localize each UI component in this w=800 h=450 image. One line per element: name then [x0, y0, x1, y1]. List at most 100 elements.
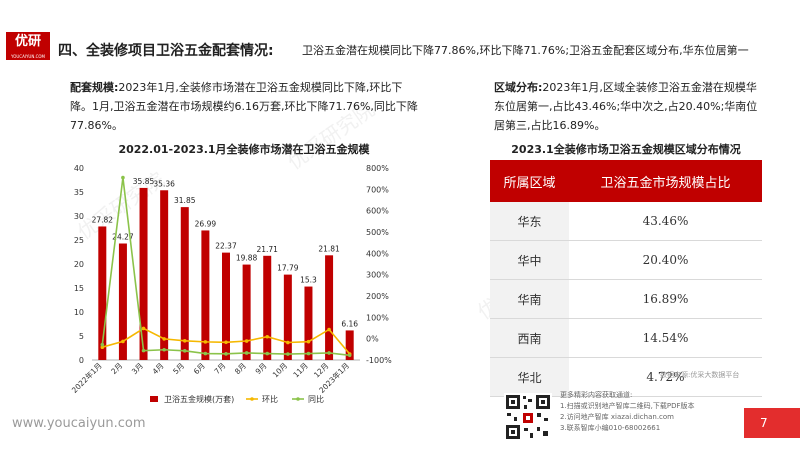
brand-logo: 优研 YOUCAIYUN.COM: [6, 32, 50, 60]
y-right-tick-label: 100%: [366, 313, 389, 322]
region-text: 2023年1月,区域全装修卫浴五金潜在规模华东位居第一,占比43.46%;华中次…: [494, 81, 758, 132]
bar-data-label: 27.82: [92, 215, 114, 224]
y-left-tick-label: 0: [79, 356, 84, 365]
section-title: 四、全装修项目卫浴五金配套情况:: [58, 43, 274, 59]
bar-data-label: 31.85: [174, 196, 196, 205]
bar: [201, 230, 210, 360]
bar-data-label: 35.85: [133, 177, 155, 186]
y-right-tick-label: 0%: [366, 335, 379, 344]
y-left-tick-label: 5: [79, 332, 84, 341]
y-right-tick-label: 400%: [366, 249, 389, 258]
series-point: [203, 340, 208, 344]
y-left-tick-label: 25: [74, 236, 84, 245]
info-title: 更多精彩内容获取通道:: [560, 391, 633, 399]
legend-label: 同比: [308, 394, 324, 404]
region-paragraph: 区域分布:2023年1月,区域全装修卫浴五金潜在规模华东位居第一,占比43.46…: [494, 78, 766, 135]
series-point: [244, 339, 249, 343]
series-point: [121, 175, 125, 180]
qr-code-icon: [504, 393, 552, 441]
series-point: [306, 351, 311, 356]
y-left-tick-label: 30: [74, 212, 84, 221]
y-right-tick-label: 500%: [366, 228, 389, 237]
bar: [345, 330, 354, 360]
bar-data-label: 21.71: [256, 245, 278, 254]
legend-marker: [296, 397, 300, 401]
series-point: [224, 352, 228, 356]
table-row: 西南 14.54%: [490, 318, 762, 358]
legend-label: 卫浴五金规模(万套): [164, 394, 234, 404]
y-left-tick-label: 40: [74, 164, 84, 173]
row-share: 4.72%: [568, 357, 762, 397]
bar: [242, 264, 251, 360]
row-region: 西南: [490, 318, 569, 358]
series-point: [306, 339, 311, 344]
y-left-tick-label: 35: [74, 188, 84, 197]
scale-text: 2023年1月,全装修市场潜在卫浴五金规模同比下降,环比下降。1月,卫浴五金潜在…: [70, 81, 418, 132]
series-point: [286, 352, 290, 356]
info-line-3: 3.联系智库小编010-68002661: [560, 424, 661, 432]
series-point: [182, 339, 187, 343]
bar: [283, 274, 292, 360]
logo-text: 优研: [14, 34, 41, 49]
series-point: [121, 339, 125, 344]
row-share: 43.46%: [568, 202, 762, 241]
bar: [180, 207, 189, 360]
table-row: 华中 20.40%: [490, 240, 762, 280]
region-label: 区域分布:: [494, 81, 543, 94]
series-point: [162, 337, 166, 341]
series-point: [286, 340, 290, 345]
chart-title: 2022.01-2023.1月全装修市场潜在卫浴五金规模: [118, 143, 370, 156]
legend-marker: [250, 397, 254, 401]
bar-data-label: 17.79: [277, 264, 299, 273]
series-point: [224, 340, 228, 345]
table-row: 华南 16.89%: [490, 279, 762, 319]
bar: [304, 286, 313, 360]
data-source: 数据来源:优采大数据平台: [660, 371, 740, 379]
x-tick-label: 6月: [192, 361, 207, 376]
x-tick-label: 5月: [171, 361, 186, 376]
x-tick-label: 7月: [212, 361, 227, 376]
row-region: 华南: [490, 279, 569, 319]
bar-data-label: 6.16: [341, 319, 358, 328]
section-description: 卫浴五金潜在规模同比下降77.86%,环比下降71.76%;卫浴五金配套区域分布…: [302, 44, 749, 57]
series-point: [182, 349, 187, 353]
x-tick-label: 8月: [233, 361, 248, 376]
table-row: 华北 4.72%: [490, 357, 762, 397]
bar: [325, 255, 334, 360]
x-tick-label: 2022年1月: [69, 360, 104, 395]
row-region: 华东: [490, 202, 569, 241]
series-point: [141, 348, 146, 353]
footer-info: 更多精彩内容获取通道: 1.扫描或识别地产智库二维码,下载PDF版本 2.访问地…: [560, 390, 695, 434]
bar-data-label: 15.3: [300, 276, 317, 285]
legend-label: 环比: [262, 394, 278, 404]
bar: [139, 187, 148, 360]
y-right-tick-label: -100%: [366, 356, 392, 365]
header-share: 卫浴五金市场规模占比: [568, 160, 762, 202]
series-point: [203, 351, 208, 356]
series-point: [100, 345, 105, 349]
series-point: [162, 347, 166, 352]
page-number: 7: [744, 408, 800, 438]
bar-data-label: 24.27: [112, 233, 134, 242]
x-tick-label: 3月: [130, 361, 145, 376]
region-share-table: 所属区域 卫浴五金市场规模占比 华东 43.46% 华中 20.40% 华南 1…: [490, 160, 762, 397]
bar-data-label: 35.36: [153, 179, 175, 188]
header-region: 所属区域: [490, 160, 569, 202]
table-row: 华东 43.46%: [490, 202, 762, 241]
y-left-tick-label: 20: [74, 260, 84, 269]
row-region: 华中: [490, 240, 569, 280]
y-right-tick-label: 300%: [366, 271, 389, 280]
website-link[interactable]: www.youcaiyun.com: [12, 416, 146, 431]
logo-subtext: YOUCAIYUN.COM: [10, 54, 46, 59]
bar-data-label: 26.99: [195, 219, 217, 228]
y-left-tick-label: 15: [74, 284, 84, 293]
row-region: 华北: [490, 357, 569, 397]
y-right-tick-label: 200%: [366, 292, 389, 301]
bar: [263, 255, 272, 360]
table-title: 2023.1全装修市场卫浴五金规模区域分布情况: [511, 143, 741, 156]
x-tick-label: 9月: [254, 361, 269, 376]
section-header: 四、全装修项目卫浴五金配套情况: 卫浴五金潜在规模同比下降77.86%,环比下降…: [58, 38, 800, 60]
scale-paragraph: 配套规模:2023年1月,全装修市场潜在卫浴五金规模同比下降,环比下降。1月,卫…: [70, 78, 420, 135]
bar: [98, 226, 107, 360]
x-tick-label: 4月: [151, 361, 166, 376]
